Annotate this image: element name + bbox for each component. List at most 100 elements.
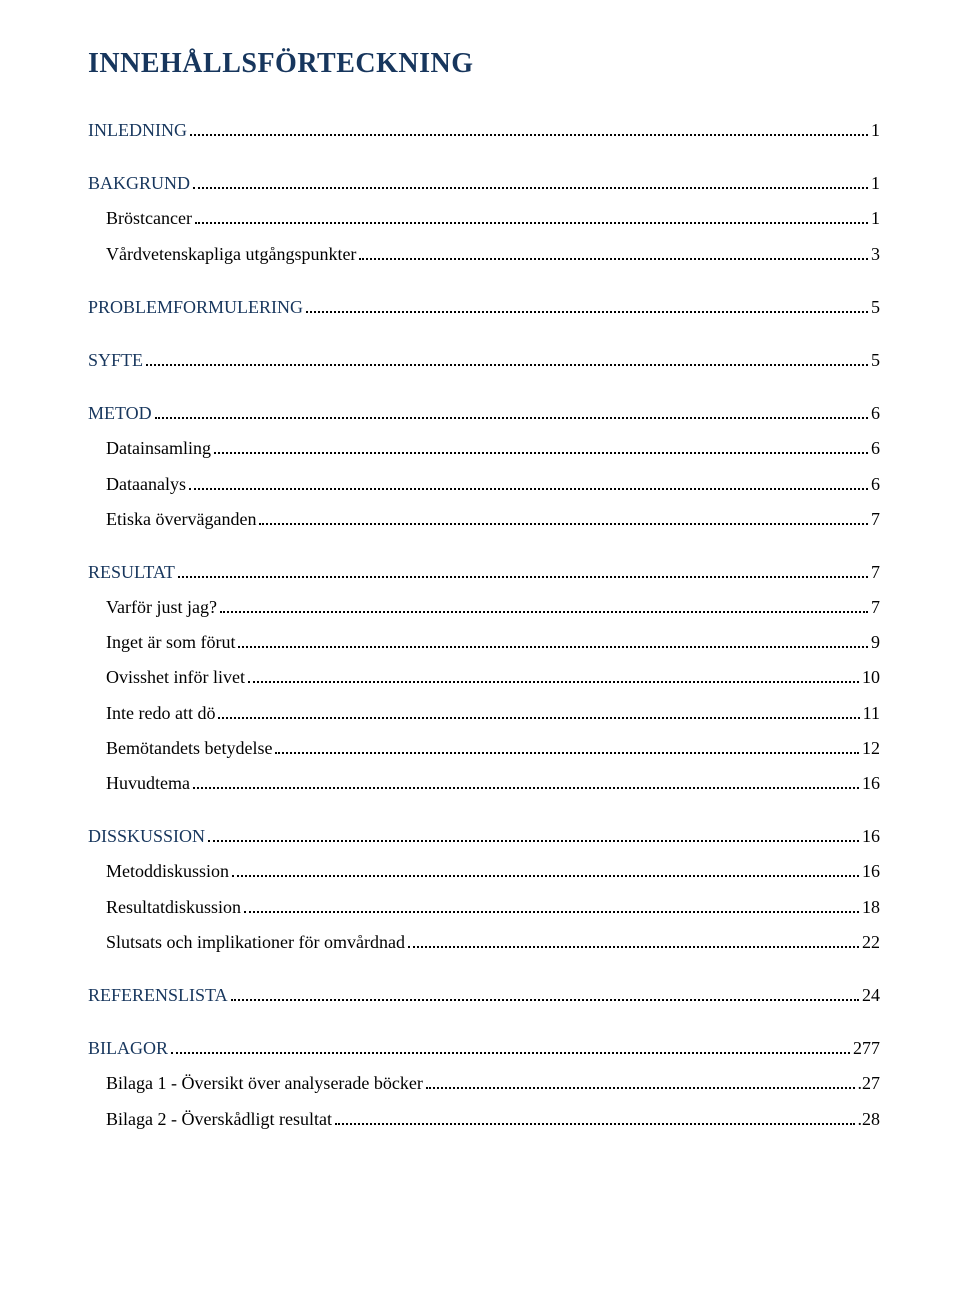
toc-label: METOD bbox=[88, 401, 152, 426]
toc-entry: Varför just jag? 7 bbox=[88, 595, 880, 620]
toc-leader-dots bbox=[238, 646, 868, 648]
toc-entry: Bilaga 1 - Översikt över analyserade böc… bbox=[88, 1071, 880, 1096]
toc-page-number: 10 bbox=[862, 665, 880, 690]
toc-leader-dots bbox=[232, 875, 859, 877]
toc-page-number: 11 bbox=[863, 701, 880, 726]
toc-entry: Inget är som förut 9 bbox=[88, 630, 880, 655]
toc-label: Huvudtema bbox=[106, 771, 190, 796]
toc-page-number: 7 bbox=[871, 507, 880, 532]
toc-label: Vårdvetenskapliga utgångspunkter bbox=[106, 242, 356, 267]
table-of-contents: INLEDNING 1 BAKGRUND 1 Bröstcancer 1 Vårdveten… bbox=[88, 118, 880, 1132]
toc-page-number: 7 bbox=[871, 560, 880, 585]
toc-page-number: 277 bbox=[853, 1036, 880, 1061]
toc-label: RESULTAT bbox=[88, 560, 175, 585]
toc-label: Resultatdiskussion bbox=[106, 895, 241, 920]
toc-page-number: .27 bbox=[858, 1071, 881, 1096]
toc-label: Datainsamling bbox=[106, 436, 211, 461]
toc-entry: Resultatdiskussion 18 bbox=[88, 895, 880, 920]
toc-leader-dots bbox=[335, 1123, 855, 1125]
toc-leader-dots bbox=[193, 787, 859, 789]
toc-label: BAKGRUND bbox=[88, 171, 190, 196]
toc-leader-dots bbox=[193, 187, 868, 189]
toc-leader-dots bbox=[306, 311, 868, 313]
toc-leader-dots bbox=[146, 364, 868, 366]
toc-label: DISSKUSSION bbox=[88, 824, 205, 849]
toc-page-number: 16 bbox=[862, 859, 880, 884]
toc-label: Bemötandets betydelse bbox=[106, 736, 272, 761]
toc-leader-dots bbox=[189, 488, 868, 490]
toc-entry: Bemötandets betydelse 12 bbox=[88, 736, 880, 761]
toc-leader-dots bbox=[244, 911, 859, 913]
toc-leader-dots bbox=[359, 258, 868, 260]
toc-leader-dots bbox=[231, 999, 859, 1001]
toc-entry: Metoddiskussion 16 bbox=[88, 859, 880, 884]
toc-entry: Huvudtema 16 bbox=[88, 771, 880, 796]
toc-label: SYFTE bbox=[88, 348, 143, 373]
toc-leader-dots bbox=[408, 946, 859, 948]
toc-entry: RESULTAT 7 bbox=[88, 560, 880, 585]
toc-page-number: 7 bbox=[871, 595, 880, 620]
toc-page-number: 24 bbox=[862, 983, 880, 1008]
toc-page-number: 3 bbox=[871, 242, 880, 267]
toc-page-number: 1 bbox=[871, 206, 880, 231]
toc-entry: Bröstcancer 1 bbox=[88, 206, 880, 231]
toc-page-number: 22 bbox=[862, 930, 880, 955]
toc-entry: Datainsamling 6 bbox=[88, 436, 880, 461]
toc-label: REFERENSLISTA bbox=[88, 983, 228, 1008]
toc-page-number: 1 bbox=[871, 171, 880, 196]
toc-entry: Slutsats och implikationer för omvårdnad… bbox=[88, 930, 880, 955]
toc-page-number: 6 bbox=[871, 472, 880, 497]
toc-leader-dots bbox=[208, 840, 859, 842]
toc-entry: BILAGOR 277 bbox=[88, 1036, 880, 1061]
toc-leader-dots bbox=[195, 222, 868, 224]
toc-leader-dots bbox=[426, 1087, 855, 1089]
toc-entry: Inte redo att dö 11 bbox=[88, 701, 880, 726]
toc-label: Inte redo att dö bbox=[106, 701, 215, 726]
toc-entry: Vårdvetenskapliga utgångspunkter 3 bbox=[88, 242, 880, 267]
toc-page-number: 5 bbox=[871, 295, 880, 320]
toc-entry: PROBLEMFORMULERING 5 bbox=[88, 295, 880, 320]
toc-label: Etiska överväganden bbox=[106, 507, 256, 532]
toc-label: Dataanalys bbox=[106, 472, 186, 497]
toc-leader-dots bbox=[259, 523, 868, 525]
toc-label: INLEDNING bbox=[88, 118, 187, 143]
toc-label: Inget är som förut bbox=[106, 630, 235, 655]
toc-leader-dots bbox=[178, 576, 868, 578]
toc-page-number: 6 bbox=[871, 436, 880, 461]
toc-label: Bilaga 2 - Överskådligt resultat bbox=[106, 1107, 332, 1132]
toc-entry: BAKGRUND 1 bbox=[88, 171, 880, 196]
toc-leader-dots bbox=[275, 752, 859, 754]
toc-label: PROBLEMFORMULERING bbox=[88, 295, 303, 320]
toc-label: Slutsats och implikationer för omvårdnad bbox=[106, 930, 405, 955]
toc-leader-dots bbox=[171, 1052, 850, 1054]
toc-entry: SYFTE 5 bbox=[88, 348, 880, 373]
toc-entry: Ovisshet inför livet 10 bbox=[88, 665, 880, 690]
toc-leader-dots bbox=[190, 134, 868, 136]
toc-leader-dots bbox=[220, 611, 868, 613]
toc-page-number: 1 bbox=[871, 118, 880, 143]
toc-leader-dots bbox=[155, 417, 868, 419]
toc-label: Bröstcancer bbox=[106, 206, 192, 231]
toc-label: Varför just jag? bbox=[106, 595, 217, 620]
toc-entry: Bilaga 2 - Överskådligt resultat .28 bbox=[88, 1107, 880, 1132]
toc-entry: INLEDNING 1 bbox=[88, 118, 880, 143]
toc-label: Metoddiskussion bbox=[106, 859, 229, 884]
toc-page-number: 18 bbox=[862, 895, 880, 920]
toc-page-number: 5 bbox=[871, 348, 880, 373]
toc-leader-dots bbox=[214, 452, 868, 454]
toc-leader-dots bbox=[248, 681, 859, 683]
toc-page-number: 16 bbox=[862, 824, 880, 849]
toc-label: BILAGOR bbox=[88, 1036, 168, 1061]
toc-page-number: 12 bbox=[862, 736, 880, 761]
toc-label: Ovisshet inför livet bbox=[106, 665, 245, 690]
toc-page-number: 9 bbox=[871, 630, 880, 655]
toc-entry: Dataanalys 6 bbox=[88, 472, 880, 497]
page-title: INNEHÅLLSFÖRTECKNING bbox=[88, 48, 880, 80]
toc-page-number: .28 bbox=[858, 1107, 881, 1132]
toc-leader-dots bbox=[218, 717, 859, 719]
toc-entry: METOD 6 bbox=[88, 401, 880, 426]
toc-page-number: 6 bbox=[871, 401, 880, 426]
toc-page-number: 16 bbox=[862, 771, 880, 796]
toc-entry: DISSKUSSION 16 bbox=[88, 824, 880, 849]
toc-entry: REFERENSLISTA 24 bbox=[88, 983, 880, 1008]
